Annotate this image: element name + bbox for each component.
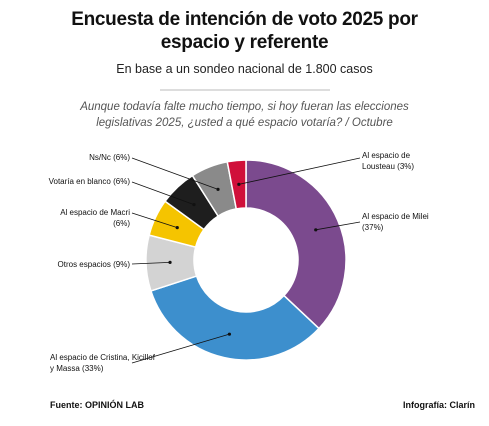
category-label: Votaría en blanco [48, 177, 111, 186]
leader-line [238, 157, 361, 185]
slice-label: Ns/Nc (6%) [30, 152, 130, 163]
leader-dot [192, 202, 196, 207]
category-label: Ns/Nc [89, 153, 111, 162]
leader-dot [168, 260, 172, 264]
leader-line [131, 157, 219, 190]
value-label: (6%) [113, 153, 130, 162]
category-label: Al espacio de Milei [362, 212, 429, 221]
question: Aunque todavía falte mucho tiempo, si ho… [80, 101, 409, 129]
donut-slice [149, 275, 320, 361]
category-label: Al espacio de Cristina, Kicillof y Massa [50, 353, 155, 373]
leader-dot [237, 182, 241, 186]
donut-slice [245, 159, 347, 330]
slice-label: Al espacio de Macri (6%) [60, 207, 130, 229]
value-label: (37%) [362, 223, 384, 232]
leader-line [315, 221, 361, 231]
value-label: (6%) [113, 177, 130, 186]
donut-slice [226, 159, 247, 210]
chart-title: Encuesta de intención de voto 2025 por e… [71, 9, 418, 53]
source: Fuente: OPINIÓN LAB [50, 400, 144, 410]
leader-dot [175, 226, 179, 230]
category-label: Al espacio de Macri [60, 208, 130, 217]
slice-label: Otros espacios (9%) [30, 259, 130, 270]
slice-label: Al espacio de Cristina, Kicillof y Massa… [50, 352, 155, 374]
value-label: (33%) [82, 364, 104, 373]
leader-line [131, 261, 171, 265]
slice-label: Votaría en blanco (6%) [30, 176, 130, 187]
category-label: Al espacio de Lousteau [362, 151, 411, 171]
slice-label: Al espacio de Milei (37%) [362, 211, 442, 233]
category-label: Otros espacios [57, 260, 111, 269]
leader-dot [227, 332, 232, 336]
leader-line [131, 181, 195, 205]
value-label: (3%) [397, 162, 415, 171]
leader-dot [216, 187, 220, 191]
value-label: (6%) [113, 219, 130, 228]
leader-line [131, 212, 178, 229]
leader-line [131, 333, 230, 364]
leader-dot [314, 228, 318, 232]
credit: Infografía: Clarín [402, 400, 475, 410]
value-label: (9%) [113, 260, 130, 269]
chart-subtitle: En base a un sondeo nacional de 1.800 ca… [116, 62, 373, 76]
slice-label: Al espacio de Lousteau (3%) [362, 150, 432, 172]
